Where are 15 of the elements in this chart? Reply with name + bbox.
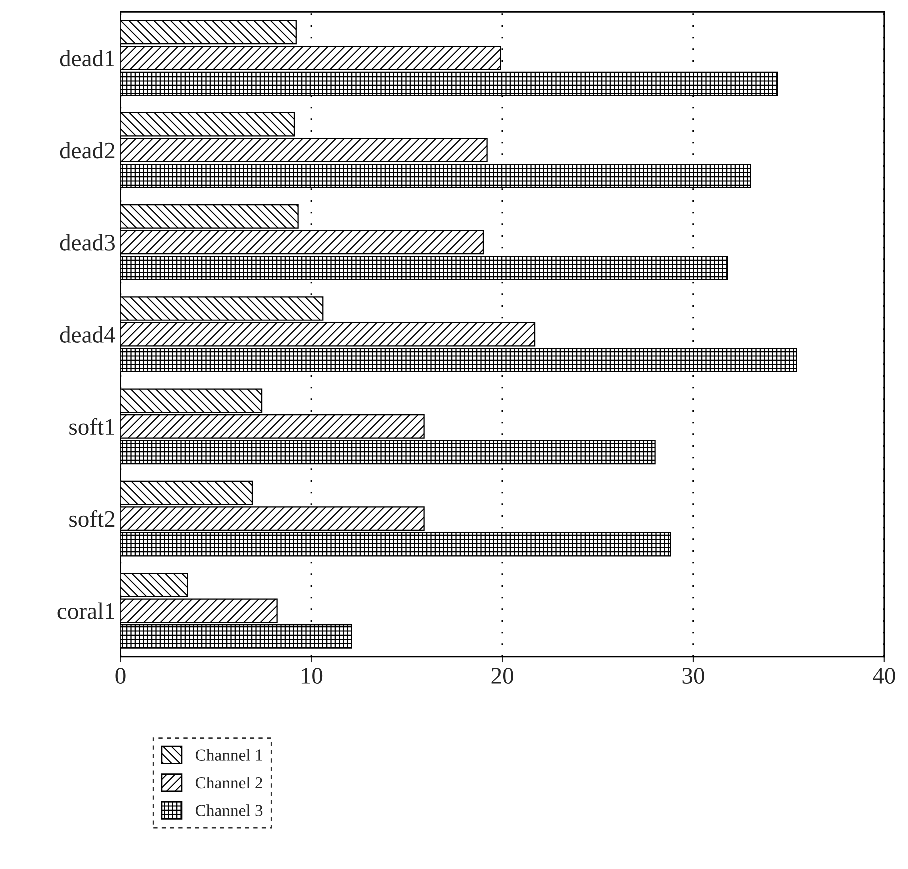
x-tick-label: 30 <box>682 668 704 684</box>
y-tick-label: soft1 <box>70 418 114 436</box>
x-tick-label: 40 <box>873 668 896 684</box>
x-tick-label: 0 <box>116 668 126 684</box>
x-tick-label: 10 <box>302 668 323 684</box>
y-tick-label: dead4 <box>60 326 116 343</box>
y-tick-label: dead3 <box>60 234 115 251</box>
x-tick-label: 20 <box>492 668 514 684</box>
legend-label: Channel 2 <box>196 776 262 789</box>
y-tick-label: coral1 <box>58 602 114 620</box>
y-tick-label: dead2 <box>60 142 115 159</box>
y-tick-label: soft2 <box>70 510 115 528</box>
y-tick-label: dead1 <box>60 50 114 67</box>
legend-label: Channel 1 <box>196 749 262 761</box>
legend-label: Channel 3 <box>196 804 263 816</box>
